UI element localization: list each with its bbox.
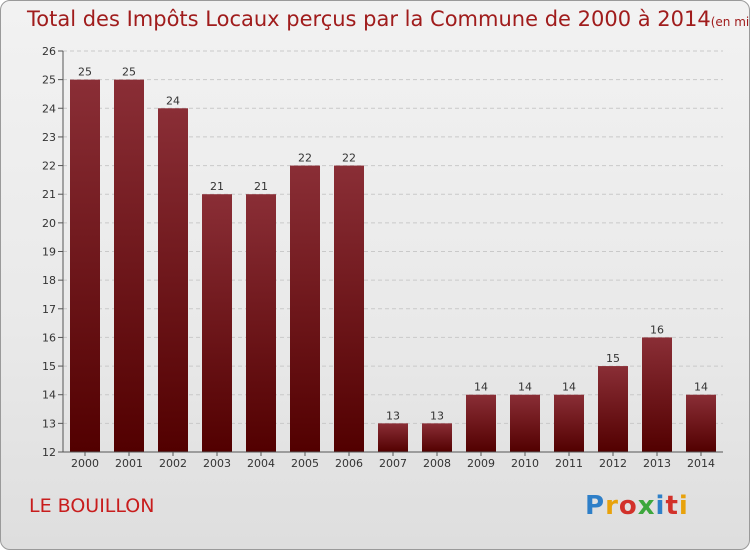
brand-letter: r (605, 491, 619, 521)
bars: 25 25 24 21 21 22 22 13 13 14 14 14 15 16 14 (70, 66, 716, 453)
y-tick-label: 18 (42, 274, 56, 287)
bar-2001 (114, 79, 144, 453)
bar-2012 (598, 366, 628, 452)
bar-2007 (378, 423, 408, 452)
x-tick-label: 2013 (643, 457, 671, 470)
y-tick-label: 26 (42, 45, 56, 58)
y-tick-label: 21 (42, 188, 56, 201)
bar-value-label: 13 (430, 409, 444, 422)
brand-letter: i (678, 491, 689, 521)
x-tick-label: 2012 (599, 457, 627, 470)
bar-value-label: 21 (210, 180, 224, 193)
bar-2008 (422, 423, 452, 452)
bar-value-label: 15 (606, 352, 620, 365)
bar-2014 (686, 394, 716, 452)
bar-value-label: 16 (650, 323, 664, 336)
y-tick-label: 15 (42, 360, 56, 373)
bar-value-label: 14 (474, 381, 488, 394)
x-tick-label: 2008 (423, 457, 451, 470)
brand-letter: t (665, 491, 679, 521)
y-tick-label: 22 (42, 160, 56, 173)
bar-value-label: 14 (562, 381, 576, 394)
brand-letter: x (637, 491, 656, 521)
y-axis: 12 13 14 15 16 17 18 19 20 21 22 23 24 25 26 (42, 45, 64, 459)
bar-2010 (510, 394, 540, 452)
y-tick-label: 16 (42, 331, 56, 344)
bar-value-label: 22 (342, 152, 356, 165)
bar-value-label: 13 (386, 409, 400, 422)
bar-value-label: 22 (298, 152, 312, 165)
bar-2009 (466, 394, 496, 452)
y-tick-label: 20 (42, 217, 56, 230)
x-tick-label: 2004 (247, 457, 275, 470)
y-tick-label: 12 (42, 446, 56, 459)
proxiti-logo[interactable]: Proxiti (585, 491, 689, 521)
bar-2004 (246, 194, 276, 452)
bar-2011 (554, 394, 584, 452)
x-tick-label: 2003 (203, 457, 231, 470)
x-tick-label: 2007 (379, 457, 407, 470)
bar-2003 (202, 194, 232, 452)
bar-value-label: 25 (122, 66, 136, 79)
x-axis: 2000 2001 2002 2003 2004 2005 2006 2007 2008 2009… (63, 451, 723, 470)
y-tick-label: 23 (42, 131, 56, 144)
x-tick-label: 2009 (467, 457, 495, 470)
x-tick-label: 2005 (291, 457, 319, 470)
bar-value-label: 25 (78, 66, 92, 79)
x-tick-label: 2010 (511, 457, 539, 470)
x-tick-label: 2011 (555, 457, 583, 470)
bar-value-label: 14 (518, 381, 532, 394)
bar-value-label: 24 (166, 94, 180, 107)
commune-name: LE BOUILLON (29, 495, 155, 517)
bar-2005 (290, 165, 320, 453)
y-tick-label: 17 (42, 303, 56, 316)
chart-title-unit: (en milliers d'€) (710, 15, 750, 29)
bar-value-label: 14 (694, 381, 708, 394)
brand-letter: i (655, 491, 666, 521)
x-tick-label: 2000 (71, 457, 99, 470)
x-tick-label: 2014 (687, 457, 715, 470)
bar-2013 (642, 337, 672, 452)
y-tick-label: 25 (42, 74, 56, 87)
bar-2000 (70, 79, 100, 453)
chart-title-text: Total des Impôts Locaux perçus par la Co… (27, 7, 711, 31)
brand-letter: P (585, 491, 606, 521)
chart-title: Total des Impôts Locaux perçus par la Co… (27, 7, 750, 31)
x-tick-label: 2002 (159, 457, 187, 470)
y-tick-label: 19 (42, 246, 56, 259)
bar-value-label: 21 (254, 180, 268, 193)
x-tick-label: 2001 (115, 457, 143, 470)
bar-2002 (158, 108, 188, 453)
y-tick-label: 13 (42, 417, 56, 430)
y-tick-label: 24 (42, 102, 56, 115)
x-tick-label: 2006 (335, 457, 363, 470)
y-tick-label: 14 (42, 389, 56, 402)
brand-letter: o (618, 491, 638, 521)
bar-2006 (334, 165, 364, 453)
